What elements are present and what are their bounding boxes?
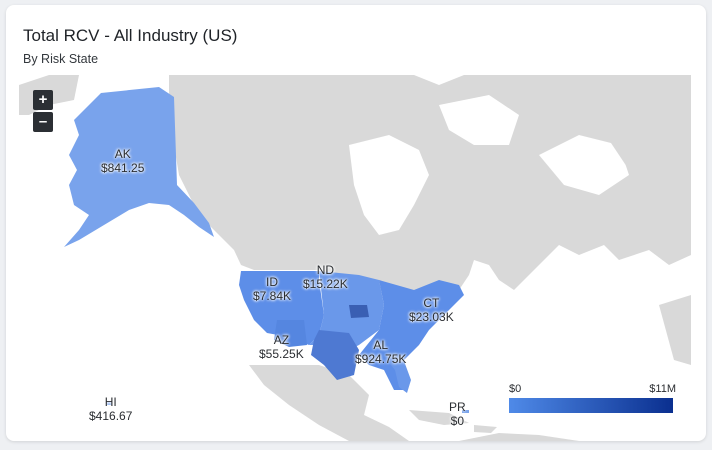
land-greenland	[579, 75, 691, 195]
chart-title: Total RCV - All Industry (US)	[23, 26, 238, 45]
state-az	[274, 320, 307, 347]
label-ct-code: CT	[423, 296, 440, 310]
label-ak: AK $841.25	[101, 147, 144, 175]
label-al-value: $924.75K	[355, 352, 407, 366]
label-id-code: ID	[266, 275, 279, 289]
label-al-code: AL	[373, 338, 389, 352]
label-ak-value: $841.25	[101, 161, 145, 175]
label-ak-code: AK	[114, 147, 131, 161]
land-mexico	[249, 365, 409, 441]
label-az-value: $55.25K	[259, 347, 304, 361]
label-pr-code: PR	[449, 400, 466, 414]
zoom-in-button[interactable]: +	[33, 90, 53, 110]
label-hi-code: HI	[104, 395, 117, 409]
hudson-bay	[349, 135, 429, 235]
chart-subtitle: By Risk State	[23, 52, 99, 66]
state-us-east	[359, 280, 464, 390]
label-al: AL $924.75K	[355, 338, 406, 366]
land-far-right	[659, 295, 691, 365]
label-nd-value: $15.22K	[303, 277, 348, 291]
state-pr	[462, 410, 469, 413]
state-ak	[64, 87, 214, 247]
state-fl	[389, 361, 411, 393]
land-south-america	[459, 433, 579, 441]
legend-min-label: $0	[509, 383, 522, 395]
land-hispaniola	[474, 425, 497, 433]
label-pr: PR $0	[449, 400, 466, 428]
label-ct-value: $23.03K	[409, 310, 454, 324]
state-hi	[106, 401, 112, 405]
state-tx	[311, 330, 359, 380]
legend-max-label: $11M	[649, 383, 676, 395]
label-az: AZ $55.25K	[259, 333, 304, 361]
baffin-water	[439, 95, 519, 145]
legend-gradient-bar	[509, 398, 673, 413]
basemap	[19, 75, 691, 441]
land-cuba	[409, 410, 469, 425]
label-id: ID $7.84K	[253, 275, 291, 303]
label-hi: HI $416.67	[89, 395, 132, 423]
label-nd: ND $15.22K	[303, 263, 348, 291]
label-ct: CT $23.03K	[409, 296, 454, 324]
label-nd-code: ND	[316, 263, 335, 277]
label-hi-value: $416.67	[89, 409, 133, 423]
map-card: Total RCV - All Industry (US) By Risk St…	[6, 5, 706, 441]
label-az-code: AZ	[273, 333, 290, 347]
labrador-water	[539, 135, 629, 195]
state-ia	[349, 305, 369, 318]
map-canvas[interactable]	[19, 75, 691, 441]
zoom-out-button[interactable]: –	[33, 112, 53, 132]
label-pr-value: $0	[450, 414, 465, 428]
label-id-value: $7.84K	[253, 289, 292, 303]
land-north-america	[169, 75, 691, 315]
